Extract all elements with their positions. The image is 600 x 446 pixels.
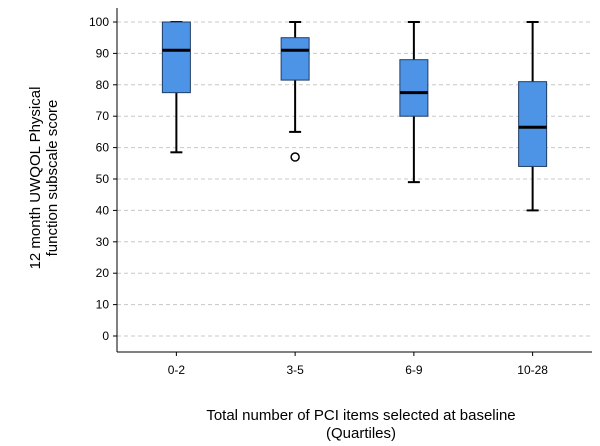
box-2-iqr xyxy=(280,37,310,81)
y-tick-label-10: 10 xyxy=(96,298,110,312)
y-tick-label-90: 90 xyxy=(96,46,110,60)
y-tick-label-40: 40 xyxy=(96,203,110,217)
box-1-iqr xyxy=(161,21,191,94)
x-tick-label-2: 3-5 xyxy=(286,363,304,377)
x-tick-labels: 0-2 3-5 6-9 10-28 xyxy=(168,363,549,377)
y-axis-title-line-2: function subscale score xyxy=(44,100,61,257)
y-tick-label-100: 100 xyxy=(89,15,109,29)
x-tick-label-3: 6-9 xyxy=(405,363,423,377)
y-tick-label-80: 80 xyxy=(96,78,110,92)
x-tick-label-4: 10-28 xyxy=(517,363,548,377)
x-tick-label-1: 0-2 xyxy=(168,363,186,377)
x-axis-title-line-2: (Quartiles) xyxy=(326,425,396,442)
box-2-outlier-1 xyxy=(290,152,300,162)
y-tick-label-20: 20 xyxy=(96,266,110,280)
y-tick-label-30: 30 xyxy=(96,235,110,249)
y-tick-label-70: 70 xyxy=(96,109,110,123)
y-tick-label-60: 60 xyxy=(96,141,110,155)
y-tick-label-50: 50 xyxy=(96,172,110,186)
y-axis-title-line-1: 12 month UWQOL Physical xyxy=(27,87,44,270)
y-tick-labels: 0 10 20 30 40 50 60 70 80 90 100 xyxy=(89,15,109,343)
box-series xyxy=(161,21,548,212)
axes xyxy=(113,8,592,356)
box-3-iqr xyxy=(399,59,429,117)
y-tick-label-0: 0 xyxy=(102,329,109,343)
grid-lines xyxy=(117,21,592,337)
box-4-iqr xyxy=(518,81,548,167)
x-axis-title-line-1: Total number of PCI items selected at ba… xyxy=(206,407,515,424)
